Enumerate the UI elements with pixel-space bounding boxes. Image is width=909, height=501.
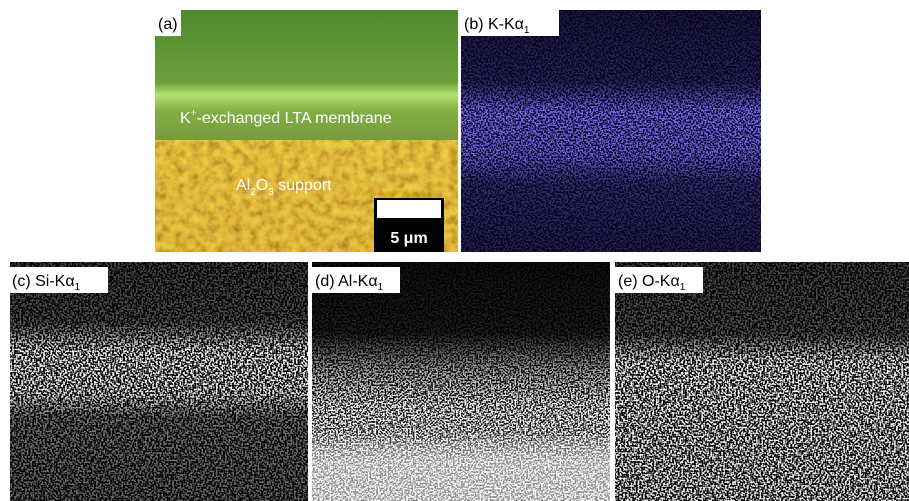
text: 2 <box>250 187 256 198</box>
text: O <box>256 177 268 194</box>
label-box <box>615 267 703 293</box>
text: 1 <box>524 25 530 36</box>
scale-label: 5 μm <box>390 230 427 247</box>
text: 1 <box>680 282 686 293</box>
panel-e: (e) O-Kα1 <box>615 262 909 501</box>
text: (d) Al-Kα <box>315 273 378 290</box>
text: 1 <box>75 282 81 293</box>
membrane-label: K+-exchanged LTA membrane <box>180 108 392 127</box>
panel-label: (e) O-Kα1 <box>618 273 686 293</box>
panel-d: (d) Al-Kα1 <box>312 262 610 501</box>
label-box <box>10 267 108 293</box>
panel-b: (b) K-Kα1 <box>461 10 761 252</box>
k-map <box>461 10 761 252</box>
label-box <box>155 10 181 36</box>
text: support <box>274 177 332 194</box>
panel-label: (a) <box>158 16 178 33</box>
label-box <box>312 267 400 293</box>
text: Al <box>236 177 250 194</box>
o-map <box>615 262 909 501</box>
panel-label: (b) K-Kα1 <box>464 16 530 36</box>
text: (b) K-Kα <box>464 16 524 33</box>
text: (e) O-Kα <box>618 273 680 290</box>
label-box <box>461 10 559 36</box>
panel-c: (c) Si-Kα1 <box>10 262 308 501</box>
text: K <box>180 110 191 127</box>
al-fill <box>312 402 610 501</box>
text: + <box>191 108 197 119</box>
text: -exchanged LTA membrane <box>197 110 392 127</box>
support-label: Al2O3 support <box>236 177 332 198</box>
text: (c) Si-Kα <box>12 273 75 290</box>
scale-bar <box>377 200 441 218</box>
panel-label: (c) Si-Kα1 <box>12 273 81 293</box>
text: 1 <box>378 282 384 293</box>
panel-label: (d) Al-Kα1 <box>315 273 384 293</box>
panel-a: (a) K+-exchanged LTA membrane Al2O3 supp… <box>155 10 458 252</box>
text: 3 <box>268 187 274 198</box>
si-map <box>10 262 308 501</box>
